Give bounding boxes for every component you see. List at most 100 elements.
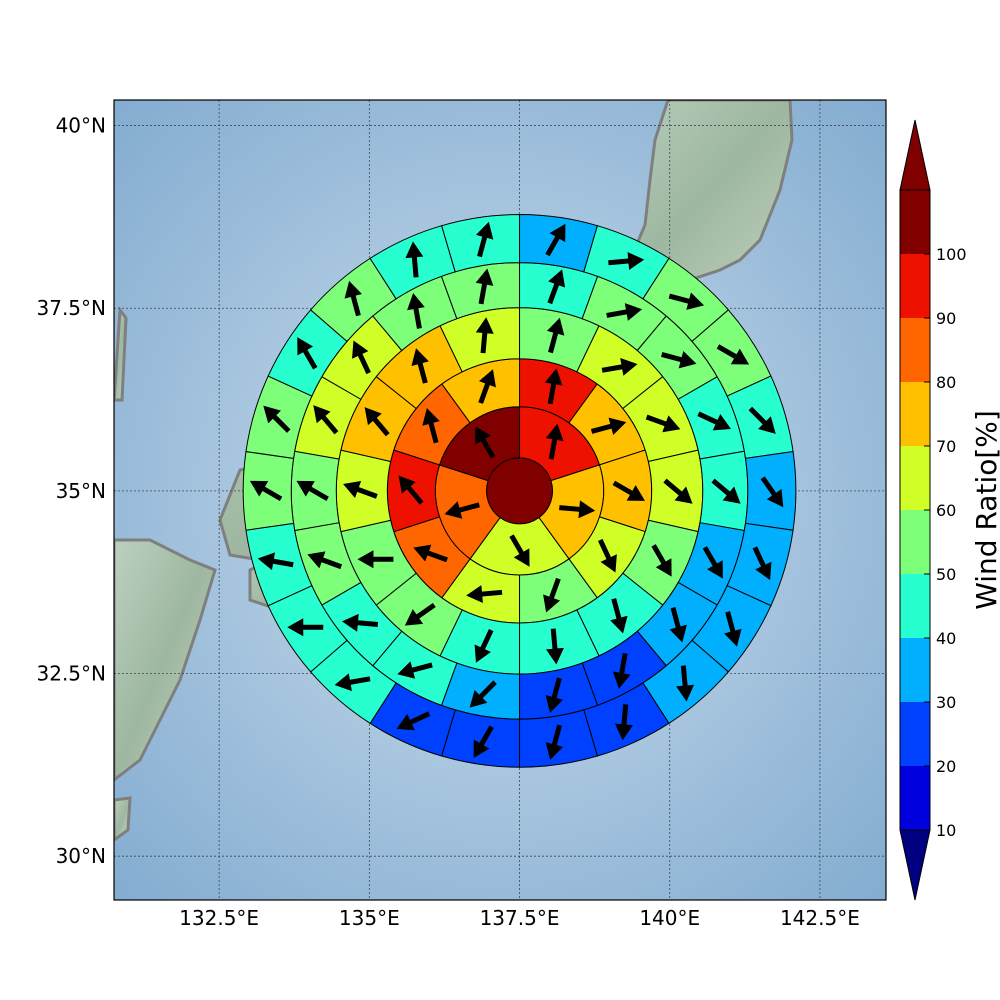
y-tick-label: 37.5°N [37, 296, 107, 320]
wind-arrow [651, 544, 672, 577]
x-tick-label: 137.5°E [480, 906, 560, 930]
wind-arrow [344, 280, 362, 317]
colorbar-segment [900, 638, 930, 702]
wind-arrow [545, 223, 566, 257]
wind-arrow [397, 661, 433, 679]
colorbar-tick-label: 50 [936, 565, 956, 584]
wind-arrow [263, 405, 291, 433]
wind-arrow [612, 480, 645, 501]
wind-arrow [509, 534, 530, 567]
y-axis-tick-labels: 30°N 32.5°N 35°N 37.5°N 40°N [37, 114, 107, 869]
wind-arrow [669, 607, 687, 643]
wind-direction-arrows [249, 221, 784, 760]
x-tick-label: 140°E [639, 906, 700, 930]
colorbar-extend-top [899, 119, 931, 191]
land-kyushu [114, 538, 217, 782]
wind-arrow [352, 340, 371, 375]
wind-arrow [546, 317, 565, 354]
wind-arrow [697, 411, 732, 431]
colorbar-tick-label: 40 [936, 629, 956, 648]
wind-arrow [610, 598, 628, 634]
wind-arrow [341, 613, 379, 632]
colorbar-segment [900, 382, 930, 446]
colorbar-tick-label: 10 [936, 821, 956, 840]
colorbar-tick-label: 80 [936, 373, 956, 392]
wind-arrow [478, 369, 496, 404]
wind-arrow [663, 478, 693, 504]
wind-arrow [475, 268, 494, 305]
wind-arrow [413, 544, 448, 563]
wind-arrow [748, 406, 776, 434]
wind-arrow [668, 292, 705, 310]
wind-arrow [606, 303, 643, 321]
wind-arrow [257, 552, 294, 571]
wind-arrow [475, 317, 494, 354]
wind-ratio-sectors [242, 214, 797, 768]
wind-arrow [545, 724, 564, 760]
wind-arrow [601, 358, 638, 376]
wind-arrow [444, 501, 480, 519]
colorbar-tick-label: 20 [936, 757, 956, 776]
wind-ratio-sector [441, 709, 521, 768]
wind-arrow [296, 480, 329, 502]
wind-arrow [752, 546, 772, 581]
wind-arrow [661, 350, 697, 369]
wind-arrow [590, 417, 627, 435]
wind-arrow [547, 269, 566, 305]
colorbar-title: Wind Ratio[%] [970, 410, 1000, 610]
wind-arrow [612, 652, 631, 689]
wind-arrow [760, 476, 784, 508]
wind-ratio-sector [519, 214, 599, 273]
wind-arrow [307, 551, 343, 570]
x-tick-label: 142.5°E [780, 906, 860, 930]
map-area [114, 100, 886, 900]
wind-arrow [676, 665, 695, 702]
wind-arrow [334, 673, 371, 692]
wind-arrow [545, 677, 563, 713]
x-tick-label: 132.5°E [179, 906, 259, 930]
colorbar: 10 20 30 40 50 60 70 80 90 100 [899, 119, 967, 901]
wind-arrow [407, 292, 425, 329]
wind-arrow [466, 585, 503, 604]
colorbar-segment [900, 446, 930, 510]
land-south-islands [114, 796, 132, 842]
wind-arrow [702, 546, 723, 579]
y-tick-label: 32.5°N [37, 662, 107, 686]
wind-arrow [544, 368, 563, 405]
wind-arrow [364, 407, 390, 437]
wind-arrow [545, 423, 564, 460]
colorbar-segment [900, 254, 930, 318]
wind-arrow [249, 480, 283, 502]
colorbar-tick-label: 30 [936, 693, 956, 712]
y-tick-label: 30°N [56, 844, 106, 868]
colorbar-tick-label: 70 [936, 437, 956, 456]
wind-arrow [546, 628, 564, 665]
colorbar-extend-bottom [899, 829, 931, 901]
wind-arrow [645, 414, 681, 433]
wind-arrow [396, 711, 431, 731]
y-tick-label: 40°N [56, 114, 106, 138]
colorbar-segment [900, 190, 930, 254]
colorbar-tick-label: 60 [936, 501, 956, 520]
wind-arrow [469, 680, 497, 708]
wind-arrow [313, 405, 339, 435]
y-tick-label: 35°N [56, 479, 106, 503]
colorbar-tick-label: 100 [936, 245, 967, 264]
wind-arrow [475, 426, 496, 459]
map-frame [113, 99, 887, 901]
wind-arrow [422, 407, 440, 444]
colorbar-segment [900, 318, 930, 382]
wind-arrow [559, 500, 596, 519]
wind-arrow [716, 344, 750, 365]
x-tick-label: 135°E [339, 906, 400, 930]
x-axis-tick-labels: 132.5°E 135°E 137.5°E 140°E 142.5°E [179, 906, 860, 930]
wind-arrow [473, 725, 494, 758]
wind-arrow [404, 602, 436, 626]
wind-arrow [615, 704, 633, 741]
wind-arrow [343, 481, 378, 499]
colorbar-tick-label: 90 [936, 309, 956, 328]
wind-arrow [411, 348, 429, 384]
wind-arrow [543, 577, 561, 613]
wind-arrow [608, 252, 645, 270]
